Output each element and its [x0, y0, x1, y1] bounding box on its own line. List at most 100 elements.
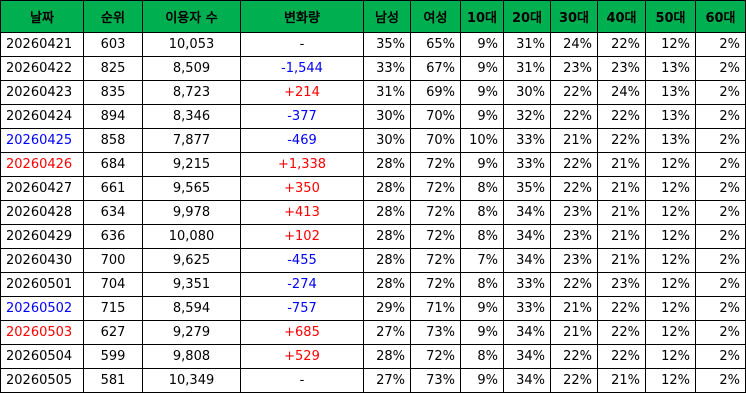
table-cell: 24%: [550, 32, 598, 57]
table-cell: 12%: [645, 344, 696, 369]
table-cell: 603: [83, 32, 143, 57]
header-cell: 40대: [597, 0, 646, 33]
table-cell: 2%: [695, 272, 746, 297]
table-cell: 22%: [550, 272, 598, 297]
table-cell: 22%: [597, 296, 646, 321]
table-cell: 22%: [597, 104, 646, 129]
table-cell: 13%: [645, 128, 696, 153]
table-cell: 2%: [695, 80, 746, 105]
table-cell: 22%: [550, 344, 598, 369]
table-cell: 31%: [363, 80, 411, 105]
table-cell: 20260429: [0, 224, 84, 249]
header-cell: 남성: [363, 0, 411, 33]
table-cell: 2%: [695, 320, 746, 345]
table-cell: 72%: [410, 272, 461, 297]
table-cell: 12%: [645, 152, 696, 177]
header-cell: 이용자 수: [142, 0, 241, 33]
table-cell: 20260428: [0, 200, 84, 225]
table-cell: +529: [240, 344, 364, 369]
header-cell: 30대: [550, 0, 598, 33]
table-row: 20260422 825 8,509 -1,544 33% 67% 9% 31% 23% 23% 1…: [0, 56, 746, 81]
table-cell: 634: [83, 200, 143, 225]
table-cell: 24%: [597, 80, 646, 105]
table-row: 20260427 661 9,565 +350 28% 72% 8% 35% 22% 21% 12%…: [0, 176, 746, 201]
table-cell: 13%: [645, 104, 696, 129]
table-cell: 21%: [597, 200, 646, 225]
table-row: 20260505 581 10,349-27% 73% 9% 34% 22% 21% 12% 2%: [0, 368, 746, 393]
table-cell: 22%: [550, 80, 598, 105]
table-cell: 72%: [410, 176, 461, 201]
table-cell: 704: [83, 272, 143, 297]
table-cell: 20260502: [0, 296, 84, 321]
table-cell: 28%: [363, 152, 411, 177]
table-cell: 9,808: [142, 344, 241, 369]
table-cell: 33%: [503, 272, 551, 297]
table-cell: 33%: [503, 296, 551, 321]
table-cell: 9%: [460, 56, 504, 81]
table-cell: 23%: [550, 56, 598, 81]
table-cell: 8,723: [142, 80, 241, 105]
table-cell: 8%: [460, 272, 504, 297]
table-cell: 10%: [460, 128, 504, 153]
table-row: 20260421 603 10,053-35% 65% 9% 31% 24% 22% 12% 2%: [0, 32, 746, 57]
table-cell: 581: [83, 368, 143, 393]
table-cell: 825: [83, 56, 143, 81]
table-cell: 2%: [695, 104, 746, 129]
table-cell: 858: [83, 128, 143, 153]
table-row: 20260430 700 9,625 -455 28% 72% 7% 34% 23% 21% 12%…: [0, 248, 746, 273]
table-cell: 12%: [645, 320, 696, 345]
table-cell: 2%: [695, 56, 746, 81]
table-cell: 9,351: [142, 272, 241, 297]
table-cell: 28%: [363, 176, 411, 201]
table-cell: 700: [83, 248, 143, 273]
table-cell: 20260501: [0, 272, 84, 297]
table-cell: 8,346: [142, 104, 241, 129]
table-cell: 34%: [503, 320, 551, 345]
table-cell: 13%: [645, 56, 696, 81]
header-row: 날짜 순위 이용자 수 변화량 남성 여성 10대 20대 30대 40대 50대 60대: [0, 0, 746, 33]
table-cell: -1,544: [240, 56, 364, 81]
table-cell: 35%: [503, 176, 551, 201]
table-cell: 13%: [645, 80, 696, 105]
table-row: 20260501 704 9,351 -274 28% 72% 8% 33% 22% 23% 12%…: [0, 272, 746, 297]
table-cell: 28%: [363, 200, 411, 225]
table-cell: 2%: [695, 32, 746, 57]
table-cell: 661: [83, 176, 143, 201]
table-row: 20260503 627 9,279 +685 27% 73% 9% 34% 21% 22% 12%…: [0, 320, 746, 345]
table-cell: -: [240, 368, 364, 393]
table-cell: +102: [240, 224, 364, 249]
table-cell: 28%: [363, 224, 411, 249]
table-cell: 67%: [410, 56, 461, 81]
table-cell: 8%: [460, 224, 504, 249]
table-cell: -377: [240, 104, 364, 129]
table-cell: 12%: [645, 248, 696, 273]
table-cell: 22%: [597, 344, 646, 369]
table-cell: 71%: [410, 296, 461, 321]
table-cell: 34%: [503, 368, 551, 393]
table-cell: 21%: [597, 368, 646, 393]
table-row: 20260423 835 8,723 +214 31% 69% 9% 30% 22% 24% 13%…: [0, 80, 746, 105]
table-cell: 23%: [550, 224, 598, 249]
table-cell: 28%: [363, 248, 411, 273]
table-cell: 12%: [645, 224, 696, 249]
table-cell: 22%: [550, 176, 598, 201]
table-cell: 12%: [645, 200, 696, 225]
header-cell: 날짜: [0, 0, 84, 33]
table-cell: 72%: [410, 200, 461, 225]
table-cell: 2%: [695, 128, 746, 153]
table-cell: 21%: [550, 128, 598, 153]
table-cell: 65%: [410, 32, 461, 57]
table-cell: 31%: [503, 32, 551, 57]
table-cell: 9,279: [142, 320, 241, 345]
table-cell: 2%: [695, 152, 746, 177]
table-cell: 28%: [363, 344, 411, 369]
header-cell: 순위: [83, 0, 143, 33]
table-cell: 715: [83, 296, 143, 321]
table-cell: 9%: [460, 368, 504, 393]
table-cell: 12%: [645, 296, 696, 321]
table-cell: 22%: [597, 320, 646, 345]
table-cell: 2%: [695, 176, 746, 201]
table-cell: -469: [240, 128, 364, 153]
table-cell: 8%: [460, 176, 504, 201]
